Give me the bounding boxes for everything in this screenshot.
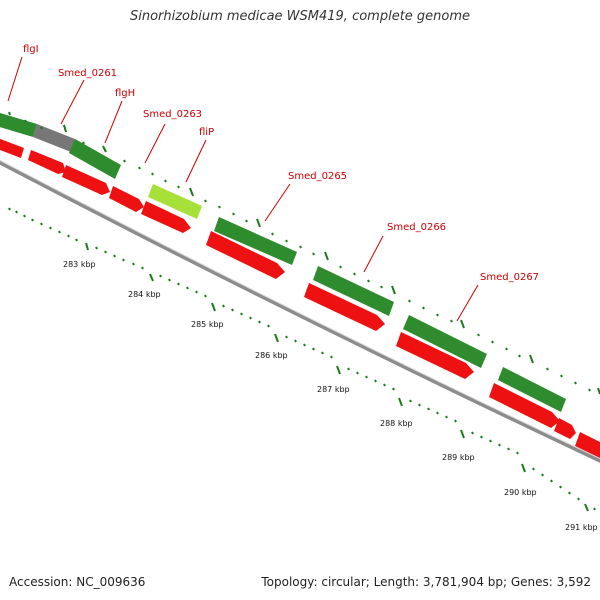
gene-smed0261[interactable] <box>33 124 75 152</box>
genome-backbone <box>0 160 600 463</box>
scale-tick-row <box>8 207 596 512</box>
gene-label-fliP[interactable]: fliP <box>199 127 214 138</box>
genome-summary-text: Topology: circular; Length: 3,781,904 bp… <box>261 575 591 589</box>
gene-fliP[interactable] <box>148 184 202 219</box>
cds-arrow[interactable] <box>62 165 110 195</box>
accession-text: Accession: NC_009636 <box>9 575 146 589</box>
gene-label-smed0266[interactable]: Smed_0266 <box>387 222 446 233</box>
gene-flgI[interactable] <box>0 110 37 137</box>
gene-label-smed0267[interactable]: Smed_0267 <box>480 272 539 283</box>
scale-label: 284 kbp <box>128 290 161 299</box>
gene-label-flgI[interactable]: flgI <box>23 44 39 55</box>
scale-label: 289 kbp <box>442 453 475 462</box>
gene-smed0266[interactable] <box>313 266 394 316</box>
scale-label: 285 kbp <box>191 320 224 329</box>
forward-strand-genes <box>0 110 566 412</box>
cds-arrow[interactable] <box>554 418 576 439</box>
cds-arrow[interactable] <box>489 383 560 428</box>
scale-label: 288 kbp <box>380 419 413 428</box>
cds-arrow[interactable] <box>0 135 24 158</box>
cds-arrow[interactable] <box>575 432 600 458</box>
gene-label-flgH[interactable]: flgH <box>115 88 135 99</box>
scale-labels: 283 kbp 284 kbp 285 kbp 286 kbp 287 kbp … <box>63 260 598 532</box>
gene-flgH[interactable] <box>69 139 121 179</box>
cds-arrows <box>0 135 600 458</box>
cds-arrow[interactable] <box>206 231 285 279</box>
scale-label: 291 kbp <box>565 523 598 532</box>
cds-arrow[interactable] <box>109 186 144 212</box>
genome-backbone-highlight <box>0 159 600 460</box>
cds-arrow[interactable] <box>396 332 474 379</box>
scale-label: 286 kbp <box>255 351 288 360</box>
gene-smed0267[interactable] <box>403 315 487 368</box>
label-leaders <box>7 56 479 322</box>
gene-label-smed0263[interactable]: Smed_0263 <box>143 109 202 120</box>
gene-label-smed0265[interactable]: Smed_0265 <box>288 171 347 182</box>
outer-tick-row <box>8 111 600 395</box>
cds-arrow[interactable] <box>28 150 66 174</box>
scale-label: 287 kbp <box>317 385 350 394</box>
gene-label-smed0261[interactable]: Smed_0261 <box>58 68 117 79</box>
scale-label: 290 kbp <box>504 488 537 497</box>
gene-next[interactable] <box>498 367 566 412</box>
scale-label: 283 kbp <box>63 260 96 269</box>
gene-labels: flgI Smed_0261 flgH Smed_0263 fliP Smed_… <box>23 44 539 283</box>
cds-arrow[interactable] <box>304 283 385 331</box>
map-title: Sinorhizobium medicae WSM419, complete g… <box>129 9 471 24</box>
cds-arrow[interactable] <box>141 201 191 233</box>
gene-smed0265[interactable] <box>214 217 297 265</box>
